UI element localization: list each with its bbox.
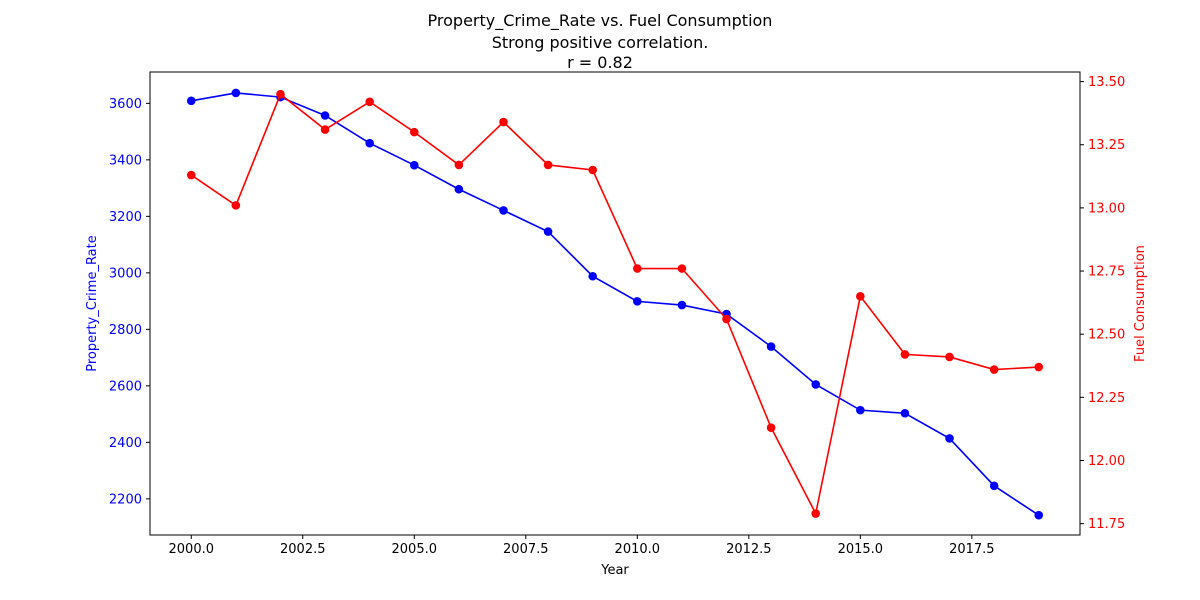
property-crime-rate-point xyxy=(1034,510,1044,520)
fuel-consumption-point xyxy=(186,170,196,180)
fuel-consumption-point xyxy=(1034,362,1044,372)
x-tick-label: 2007.5 xyxy=(503,542,549,557)
fuel-consumption-point xyxy=(989,365,999,374)
fuel-consumption-point xyxy=(588,165,597,175)
fuel-consumption-point xyxy=(811,509,821,518)
property-crime-rate-point xyxy=(454,184,464,194)
property-crime-rate-point xyxy=(811,380,821,389)
right-y-tick-label: 11.75 xyxy=(1088,517,1125,532)
property-crime-rate-point xyxy=(231,88,241,98)
fuel-consumption-point xyxy=(945,352,954,362)
fuel-consumption-point xyxy=(900,350,910,359)
property-crime-rate-point xyxy=(900,408,910,418)
right-y-tick-label: 12.00 xyxy=(1088,454,1125,469)
x-axis: 2000.0 2002.5 2005.0 2007.5 2010.0 2012.5 2015… xyxy=(169,535,995,557)
fuel-consumption-point xyxy=(320,125,330,134)
fuel-consumption-point xyxy=(677,264,687,273)
property-crime-rate-line xyxy=(191,92,1040,516)
left-y-tick-label: 2800 xyxy=(109,323,142,338)
property-crime-rate-point xyxy=(409,160,419,170)
right-y-tick-label: 13.00 xyxy=(1088,201,1125,216)
right-y-tick-label: 12.25 xyxy=(1088,391,1125,406)
left-y-tick-label: 3400 xyxy=(109,153,142,168)
x-tick-label: 2012.5 xyxy=(726,542,772,557)
right-y-tick-label: 12.75 xyxy=(1088,265,1125,280)
fuel-consumption-point xyxy=(543,160,553,170)
left-y-tick-label: 2600 xyxy=(109,379,142,394)
x-tick-label: 2005.0 xyxy=(392,542,438,557)
property-crime-rate-point xyxy=(677,300,687,310)
left-y-tick-label: 2400 xyxy=(109,436,142,451)
property-crime-rate-point xyxy=(588,271,597,281)
right-y-axis-label: Fuel Consumption xyxy=(1133,245,1148,362)
property-crime-rate-point xyxy=(499,206,508,215)
property-crime-rate-point xyxy=(633,297,642,306)
fuel-consumption-point xyxy=(365,97,374,107)
fuel-consumption-line xyxy=(190,92,1039,516)
left-y-tick-label: 3200 xyxy=(109,210,142,225)
property-crime-rate-point xyxy=(945,434,954,443)
chart-correlation-label: r = 0.82 xyxy=(567,53,633,72)
fuel-consumption-point xyxy=(499,117,508,127)
fuel-consumption-point xyxy=(231,201,241,210)
left-y-axis: 2200 2400 2600 2800 3000 3200 3400 3600 xyxy=(109,97,150,507)
fuel-consumption-point xyxy=(856,292,865,301)
fuel-consumption-point xyxy=(722,314,731,324)
chart-subtitle: Strong positive correlation. xyxy=(492,33,709,52)
chart-title-group: Property_Crime_Rate vs. Fuel Consumption… xyxy=(428,11,773,72)
fuel-consumption-point xyxy=(633,264,642,273)
property-crime-rate-point xyxy=(320,111,330,120)
plot-area-frame xyxy=(149,71,1081,536)
x-tick-label: 2015.0 xyxy=(838,542,884,557)
chart-title: Property_Crime_Rate vs. Fuel Consumption xyxy=(428,11,773,31)
left-y-axis-label: Property_Crime_Rate xyxy=(85,235,100,372)
right-y-tick-label: 13.25 xyxy=(1088,138,1125,153)
right-y-tick-label: 12.50 xyxy=(1088,328,1125,343)
property-crime-rate-point xyxy=(766,342,776,351)
left-y-tick-label: 2200 xyxy=(109,492,142,507)
property-crime-rate-point xyxy=(186,96,196,106)
property-crime-rate-point xyxy=(989,481,999,491)
x-tick-label: 2017.5 xyxy=(949,542,995,557)
property-crime-rate-point xyxy=(856,405,865,415)
left-y-tick-label: 3600 xyxy=(109,97,142,112)
x-tick-label: 2010.0 xyxy=(615,542,661,557)
x-axis-label: Year xyxy=(600,563,629,578)
fuel-consumption-point xyxy=(454,160,464,170)
right-y-axis: 11.75 12.00 12.25 12.50 12.75 13.00 13.25 13.50 xyxy=(1080,75,1125,532)
fuel-consumption-point xyxy=(276,89,285,99)
left-y-tick-label: 3000 xyxy=(109,266,142,281)
property-crime-rate-point xyxy=(543,227,553,236)
right-y-tick-label: 13.50 xyxy=(1088,75,1125,90)
series-layer xyxy=(186,88,1044,520)
x-tick-label: 2002.5 xyxy=(280,542,326,557)
x-tick-label: 2000.0 xyxy=(169,542,215,557)
property-crime-rate-point xyxy=(365,138,374,148)
fuel-consumption-point xyxy=(766,423,776,432)
fuel-consumption-point xyxy=(409,127,419,137)
